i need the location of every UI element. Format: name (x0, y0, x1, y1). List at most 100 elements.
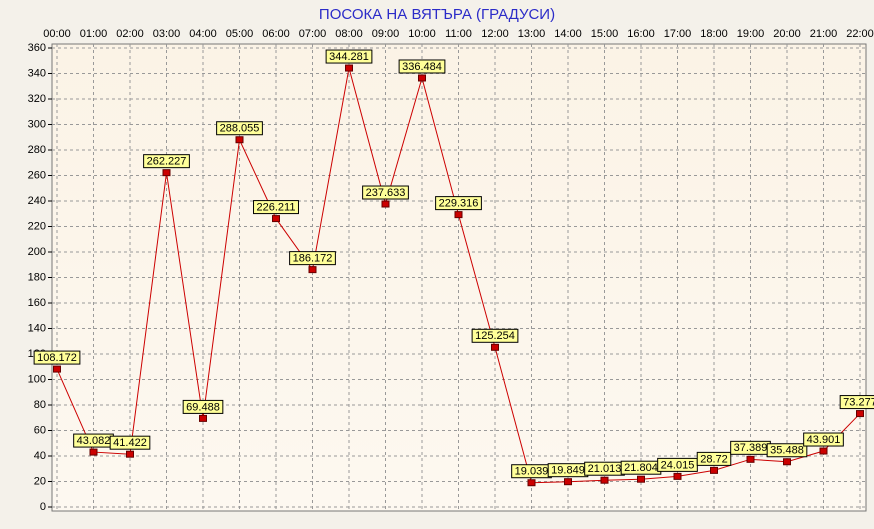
x-tick-label: 18:00 (700, 28, 728, 40)
data-label: 288.055 (220, 123, 260, 135)
marker (746, 455, 755, 463)
y-tick-label: 320 (28, 93, 46, 105)
marker (856, 410, 864, 418)
y-tick-label: 280 (28, 144, 46, 156)
marker (418, 74, 426, 82)
x-tick-label: 09:00 (372, 28, 400, 40)
marker (527, 479, 536, 487)
x-tick-label: 04:00 (189, 28, 217, 40)
data-label: 344.281 (329, 51, 369, 63)
data-label: 262.227 (147, 156, 187, 168)
x-tick-label: 13:00 (518, 28, 546, 40)
x-tick-label: 06:00 (262, 28, 290, 40)
marker (162, 169, 171, 177)
y-tick-label: 240 (28, 195, 46, 207)
chart-title: ПОСОКА НА ВЯТЪРА (ГРАДУСИ) (319, 6, 555, 23)
y-tick-label: 340 (28, 67, 46, 79)
data-label: 19.849 (551, 465, 585, 477)
marker (345, 64, 353, 72)
x-tick-label: 16:00 (627, 28, 655, 40)
x-tick-label: 17:00 (664, 28, 692, 40)
label-box (216, 121, 263, 136)
x-tick-label: 15:00 (591, 28, 619, 40)
label-box (471, 328, 519, 343)
y-tick-label: 180 (28, 271, 46, 283)
data-label: 35.488 (770, 445, 804, 457)
x-tick-label: 14:00 (554, 28, 582, 40)
y-tick-label: 0 (40, 501, 46, 513)
y-tick-label: 160 (28, 297, 46, 309)
marker (89, 448, 98, 456)
marker (53, 365, 61, 373)
marker (564, 478, 572, 486)
label-box (325, 49, 373, 64)
data-label: 73.277 (843, 396, 874, 408)
x-tick-label: 05:00 (226, 28, 254, 40)
x-tick-label: 10:00 (408, 28, 436, 40)
data-label: 336.484 (402, 61, 442, 73)
x-tick-label: 07:00 (299, 28, 327, 40)
marker (491, 343, 499, 351)
label-box (143, 154, 190, 169)
data-label: 43.901 (807, 434, 841, 446)
marker (454, 211, 463, 219)
y-tick-label: 300 (28, 118, 46, 130)
label-box (253, 200, 299, 215)
data-label: 237.633 (366, 187, 406, 199)
data-label: 37.389 (734, 442, 768, 454)
marker (199, 414, 207, 422)
marker (710, 466, 718, 474)
marker (819, 447, 828, 455)
x-tick-label: 12:00 (481, 28, 509, 40)
y-tick-label: 140 (28, 322, 46, 334)
marker (308, 266, 317, 274)
x-tick-label: 11:00 (445, 28, 472, 40)
data-label: 28.72 (700, 453, 728, 465)
y-tick-label: 220 (28, 220, 46, 232)
label-box (182, 399, 224, 414)
data-label: 226.211 (257, 201, 296, 213)
x-tick-label: 00:00 (43, 28, 71, 40)
label-box (839, 395, 874, 410)
data-label: 69.488 (186, 401, 220, 413)
y-tick-label: 80 (34, 399, 46, 411)
marker (235, 136, 244, 144)
data-label: 125.254 (475, 330, 515, 342)
data-label: 43.082 (77, 435, 111, 447)
x-tick-label: 22:00 (846, 28, 874, 40)
marker (272, 215, 280, 223)
data-label: 24.015 (661, 459, 695, 471)
x-tick-label: 02:00 (116, 28, 144, 40)
label-box (803, 432, 844, 447)
label-box (766, 443, 808, 458)
data-label: 186.172 (293, 253, 333, 265)
x-tick-label: 03:00 (153, 28, 181, 40)
y-tick-label: 100 (28, 373, 46, 385)
y-tick-label: 260 (28, 169, 46, 181)
label-box (33, 350, 81, 365)
x-tick-label: 01:00 (80, 28, 108, 40)
x-tick-label: 21:00 (810, 28, 838, 40)
label-box (109, 435, 151, 450)
data-label: 108.172 (37, 352, 77, 364)
marker (600, 476, 609, 484)
marker (381, 200, 390, 208)
y-tick-label: 60 (34, 424, 46, 436)
y-tick-label: 20 (34, 475, 46, 487)
marker (673, 472, 682, 480)
marker (637, 475, 645, 483)
marker (126, 450, 134, 458)
data-label: 41.422 (113, 437, 147, 449)
x-tick-label: 19:00 (737, 28, 765, 40)
label-box (398, 59, 446, 74)
data-label: 21.013 (588, 463, 622, 475)
label-box (435, 196, 482, 211)
y-tick-label: 200 (28, 246, 46, 258)
label-box (696, 451, 732, 466)
label-box (289, 251, 336, 266)
data-label: 19.039 (515, 466, 549, 478)
x-tick-label: 08:00 (335, 28, 363, 40)
data-label: 21.804 (624, 462, 658, 474)
y-tick-label: 360 (28, 42, 46, 54)
